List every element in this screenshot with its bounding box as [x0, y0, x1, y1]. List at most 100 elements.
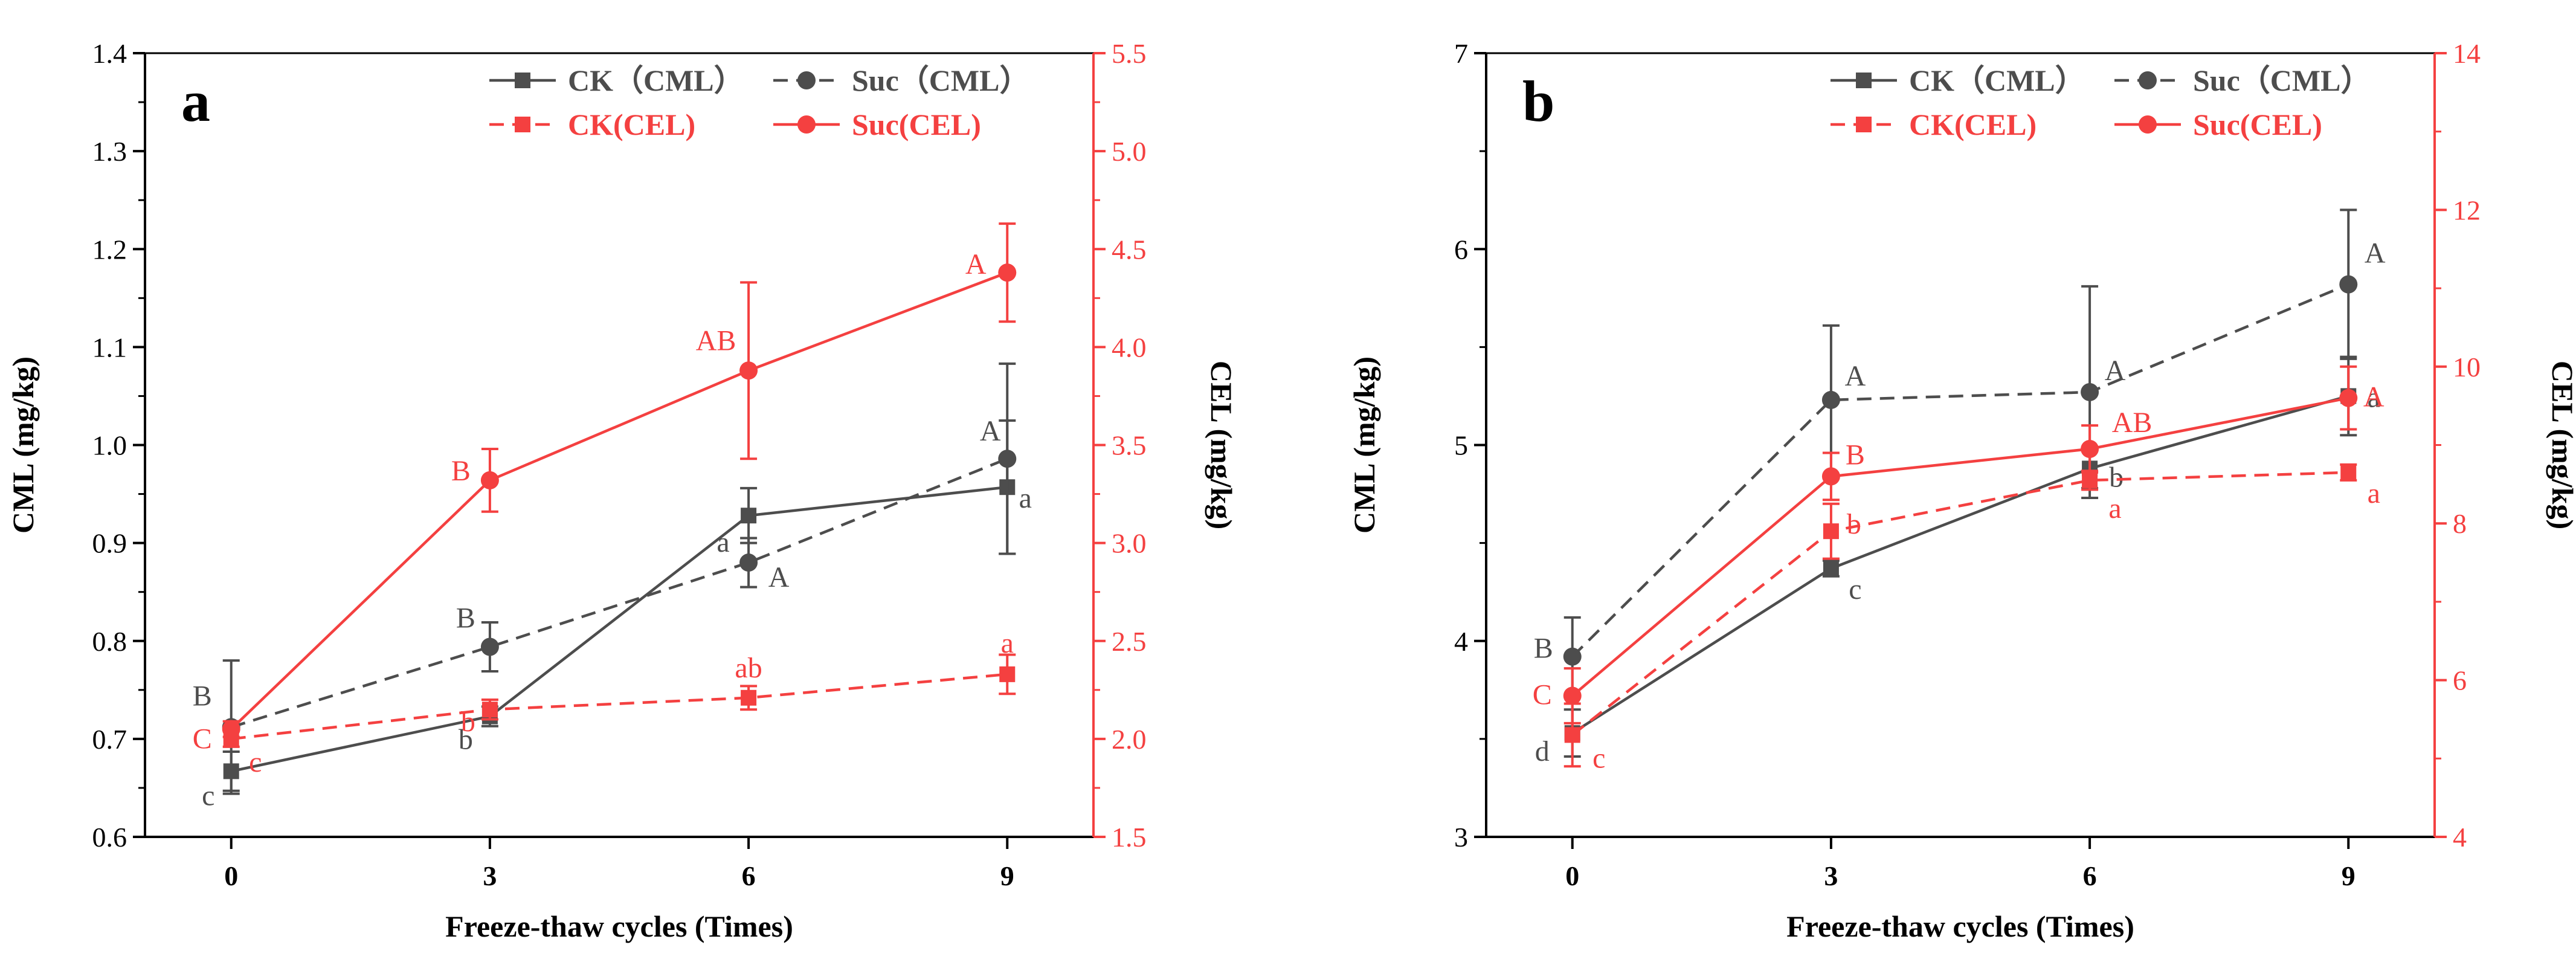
- y-tick-label-left: 1.2: [92, 234, 127, 265]
- y-tick-label-left: 1.0: [92, 430, 127, 461]
- y-axis-title-right: CEL (mg/kg): [2546, 361, 2576, 529]
- y-tick-label-right: 2.0: [1112, 724, 1147, 755]
- data-point: [741, 689, 757, 706]
- significance-label: A: [2363, 381, 2384, 413]
- legend-marker: [797, 115, 816, 134]
- legend-label: Suc（CML）: [852, 63, 1029, 97]
- significance-label: AB: [696, 324, 736, 357]
- series-line: [230, 271, 1008, 731]
- significance-label: ab: [735, 652, 762, 684]
- y-tick-label-right: 12: [2453, 195, 2481, 225]
- y-tick-label-right: 3.5: [1112, 430, 1147, 461]
- data-point: [998, 450, 1017, 468]
- significance-label: A: [2105, 355, 2126, 387]
- x-tick-label: 3: [483, 860, 497, 891]
- legend-label: CK(CEL): [568, 108, 695, 141]
- data-point: [2339, 389, 2358, 407]
- significance-label: b: [1847, 508, 1861, 540]
- significance-label: a: [2368, 381, 2380, 413]
- y-tick-label-left: 5: [1454, 430, 1468, 461]
- y-axis-title-left: CML (mg/kg): [1347, 357, 1381, 534]
- legend-marker: [1856, 73, 1872, 88]
- data-point: [741, 508, 757, 524]
- data-point: [481, 702, 498, 718]
- significance-label: B: [193, 680, 212, 712]
- data-point: [999, 666, 1016, 682]
- legend-label: Suc(CEL): [2193, 108, 2322, 141]
- significance-label: A: [1845, 360, 1866, 392]
- x-axis-title: Freeze-thaw cycles (Times): [1786, 909, 2134, 943]
- x-tick-label: 0: [224, 860, 238, 891]
- data-point: [1823, 560, 1839, 576]
- significance-label: d: [1535, 735, 1550, 767]
- x-tick-label: 9: [1000, 860, 1014, 891]
- data-point: [480, 637, 499, 656]
- y-tick-label-right: 8: [2453, 508, 2467, 539]
- x-tick-label: 6: [742, 860, 756, 891]
- chart-panel-a: 0 3 6 9 0.6 0.7 0.8 0.9 1.0 1.1 1.2 1.3 1.4 1.5 2.0 2.5…: [6, 38, 1238, 943]
- data-point: [1563, 647, 1582, 666]
- significance-label: A: [2365, 237, 2386, 269]
- data-point: [1821, 467, 1840, 486]
- significance-label: C: [193, 723, 212, 755]
- legend-label: Suc(CEL): [852, 108, 981, 141]
- y-tick-label-right: 3.0: [1112, 528, 1147, 559]
- x-axis-title: Freeze-thaw cycles (Times): [445, 909, 793, 943]
- y-tick-label-right: 2.5: [1112, 626, 1147, 657]
- y-tick-label-left: 6: [1454, 234, 1468, 265]
- significance-label: c: [1849, 573, 1861, 605]
- data-point: [1823, 523, 1839, 540]
- x-tick-label: 0: [1565, 860, 1579, 891]
- legend-marker: [1856, 117, 1872, 132]
- series-line: [1571, 396, 2349, 697]
- y-tick-label-right: 14: [2453, 38, 2481, 69]
- data-point: [2081, 382, 2099, 401]
- x-tick-label: 6: [2083, 860, 2097, 891]
- legend-label: Suc（CML）: [2193, 63, 2371, 97]
- significance-label: c: [249, 746, 262, 778]
- significance-label: AB: [2112, 407, 2153, 439]
- data-point: [2081, 439, 2099, 458]
- significance-label: b: [459, 724, 473, 756]
- significance-label: a: [1001, 627, 1014, 659]
- y-tick-label-right: 4.0: [1112, 332, 1147, 363]
- series-line: [1571, 471, 2349, 737]
- data-point: [2340, 464, 2357, 480]
- series-line: [231, 485, 1008, 773]
- y-tick-label-left: 3: [1454, 822, 1468, 853]
- significance-label: a: [1019, 482, 1032, 514]
- y-tick-label-right: 4.5: [1112, 234, 1147, 265]
- data-point: [222, 720, 240, 738]
- significance-label: a: [2368, 477, 2380, 509]
- significance-label: A: [980, 415, 1001, 447]
- significance-label: C: [1533, 679, 1552, 711]
- panel-label: a: [181, 69, 210, 134]
- legend-label: CK（CML）: [1909, 63, 2085, 97]
- significance-label: B: [451, 455, 471, 487]
- significance-label: b: [461, 706, 475, 738]
- data-point: [739, 553, 758, 572]
- y-tick-label-left: 0.7: [92, 724, 127, 755]
- legend-marker: [515, 117, 530, 132]
- data-point: [480, 471, 499, 489]
- significance-label: B: [1534, 633, 1553, 665]
- chart-panel-b: 0 3 6 9 3 4 5 6 7 4 6 8 10 12 14 Freeze-thaw cycles (Ti…: [1347, 38, 2576, 943]
- significance-label: b: [2109, 461, 2124, 493]
- significance-label: A: [965, 248, 987, 280]
- data-point: [1821, 390, 1840, 409]
- significance-label: B: [1846, 439, 1865, 471]
- data-point: [739, 361, 758, 380]
- y-tick-label-left: 1.4: [92, 38, 127, 69]
- significance-label: c: [1592, 742, 1605, 774]
- data-point: [2339, 275, 2358, 294]
- legend-label: CK（CML）: [568, 63, 744, 97]
- series-line: [1571, 395, 2349, 735]
- y-tick-label-left: 1.1: [92, 332, 127, 363]
- series-line: [1571, 283, 2349, 658]
- y-tick-label-right: 6: [2453, 665, 2467, 696]
- y-tick-label-left: 1.3: [92, 136, 127, 167]
- y-tick-label-left: 0.6: [92, 822, 127, 853]
- y-tick-label-right: 5.5: [1112, 38, 1147, 69]
- significance-label: c: [202, 779, 214, 812]
